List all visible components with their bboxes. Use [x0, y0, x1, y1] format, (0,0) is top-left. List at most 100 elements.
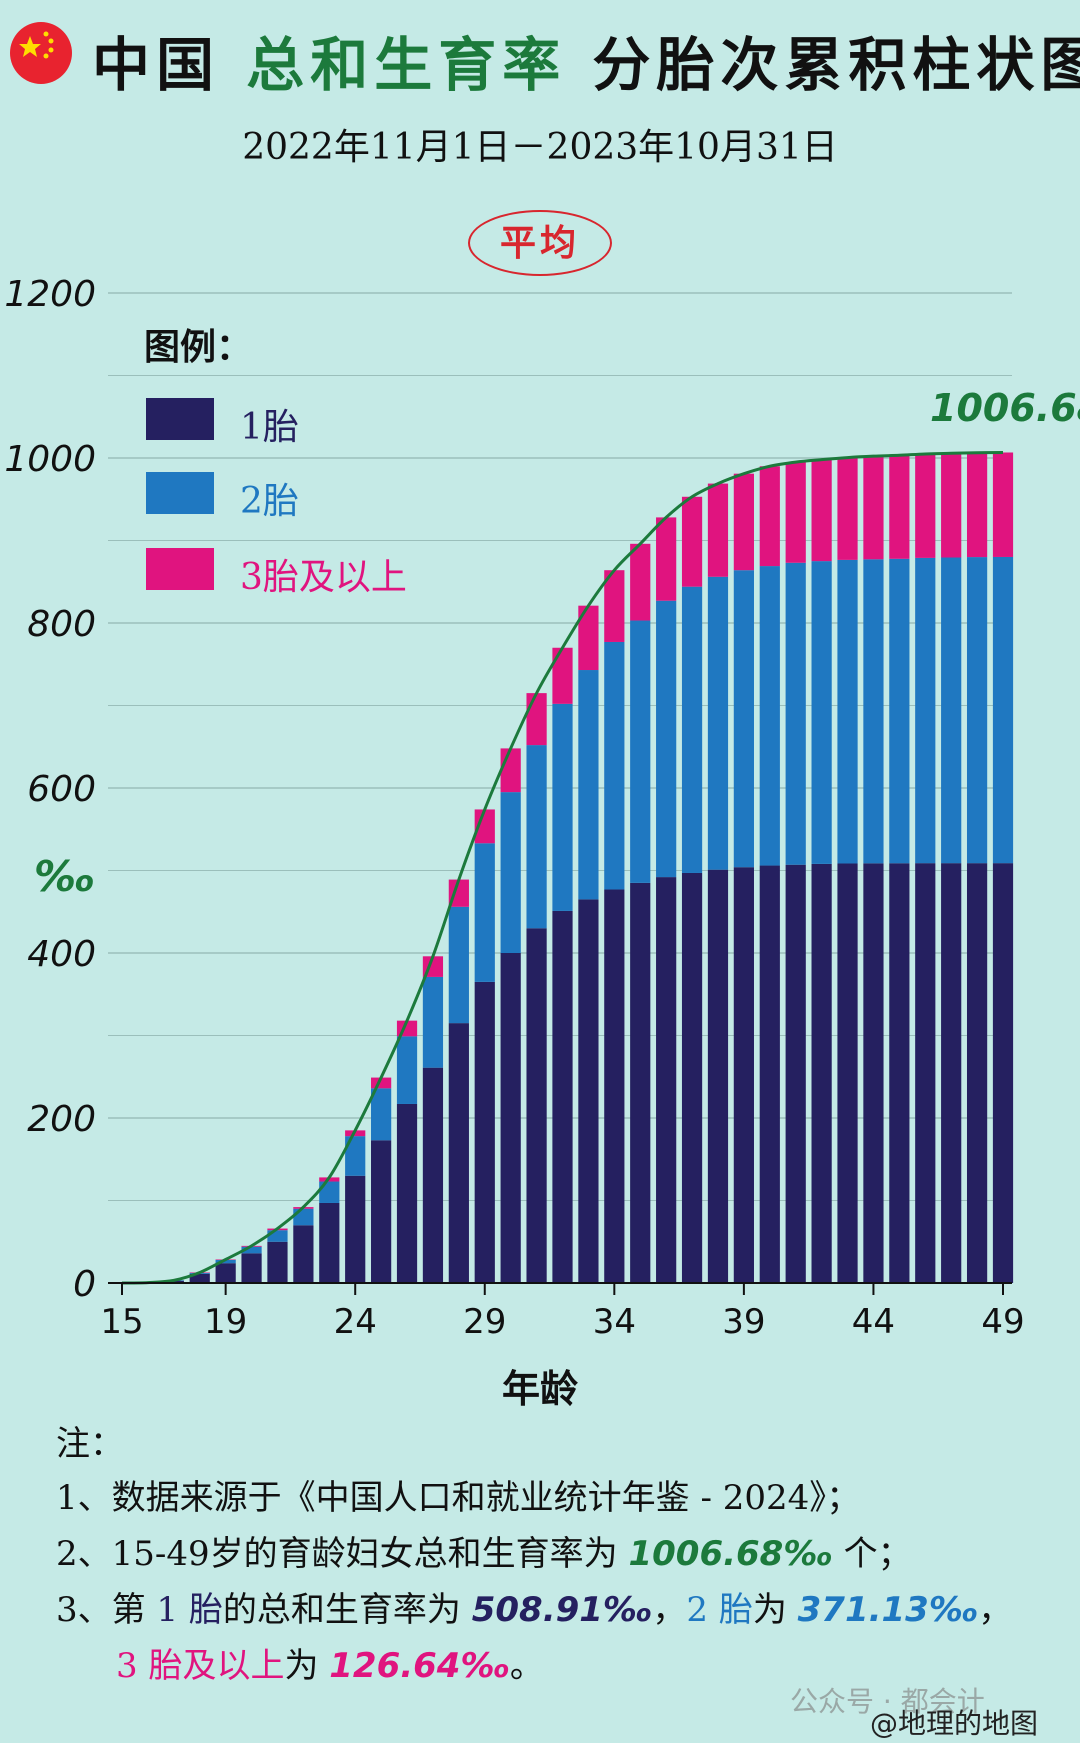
- bar-segment-3rd-plus: [941, 453, 962, 558]
- bar-segment-2nd: [578, 670, 599, 900]
- bar-segment-2nd: [552, 703, 573, 911]
- bar-segment-3rd-plus: [371, 1077, 392, 1089]
- bar-segment-3rd-plus: [500, 748, 521, 793]
- bar-segment-3rd-plus: [759, 466, 780, 567]
- note3-text-1: 的总和生育率为: [222, 1590, 472, 1630]
- bar-segment-1st: [889, 863, 910, 1283]
- bar-segment-1st: [345, 1175, 366, 1283]
- bar-segment-1st: [500, 953, 521, 1283]
- note-by-order: 3、第 1 胎的总和生育率为 508.91‰，2 胎为 371.13‰，: [56, 1582, 1012, 1631]
- bar-segment-1st: [448, 1023, 469, 1283]
- note3-first-value: 508.91‰: [471, 1590, 653, 1630]
- bar-segment-2nd: [215, 1259, 236, 1264]
- y-axis-ticks: 0 200 400 600 800 1000 1200: [4, 274, 96, 1305]
- y-tick-label: 1200: [4, 274, 96, 315]
- bar-segment-2nd: [707, 576, 729, 870]
- bar-segment-1st: [837, 863, 858, 1283]
- bar-segment-1st: [215, 1263, 236, 1283]
- bar-segment-2nd: [630, 620, 651, 883]
- bar-segment-2nd: [474, 843, 495, 982]
- bar-segment-2nd: [656, 600, 677, 878]
- x-tick-label: 29: [463, 1302, 506, 1342]
- bar-segment-3rd-plus: [656, 517, 677, 601]
- x-tick-label: 24: [334, 1302, 377, 1342]
- bar-segment-3rd-plus: [448, 879, 469, 907]
- note2-total-value: 1006.68‰: [628, 1534, 833, 1574]
- y-tick-label: 600: [27, 769, 96, 810]
- bar-segment-2nd: [992, 556, 1014, 864]
- bar-segment-2nd: [319, 1181, 340, 1203]
- title-prefix: 中国: [92, 31, 247, 99]
- x-axis-title: 年龄: [501, 1366, 578, 1411]
- legend-title: 图例：: [144, 326, 253, 368]
- y-tick-label: 0: [73, 1264, 96, 1305]
- bar-segment-3rd-plus: [630, 543, 651, 621]
- x-axis: 15 19 24 29 34 39 44 49: [100, 1282, 1025, 1342]
- bar-segment-1st: [941, 863, 962, 1283]
- x-tick-label: 49: [981, 1302, 1024, 1342]
- bar-segment-3rd-plus: [863, 456, 884, 560]
- bar-segment-1st: [396, 1103, 418, 1283]
- bar-segment-1st: [992, 863, 1014, 1283]
- note3-prefix: 3、第: [56, 1590, 157, 1630]
- bars: [137, 452, 1014, 1284]
- x-tick-label: 34: [593, 1302, 636, 1342]
- bar-segment-3rd-plus: [966, 452, 988, 558]
- watermark-account: 公众号 · 都会计: [790, 1685, 985, 1718]
- bar-segment-2nd: [371, 1088, 392, 1141]
- bar-segment-2nd: [448, 906, 469, 1024]
- note4-third-value: 126.64‰: [329, 1646, 510, 1686]
- bar-segment-3rd-plus: [707, 483, 729, 577]
- bar-segment-3rd-plus: [785, 462, 806, 563]
- bar-segment-3rd-plus: [915, 453, 936, 558]
- bar-segment-2nd: [889, 558, 910, 864]
- y-tick-label: 1000: [4, 439, 96, 480]
- bar-segment-2nd: [604, 641, 625, 890]
- date-range-subtitle: 2022年11月1日－2023年10月31日: [242, 127, 838, 168]
- bar-segment-3rd-plus: [474, 809, 495, 844]
- bar-segment-1st: [319, 1202, 340, 1283]
- bar-segment-3rd-plus: [526, 693, 547, 746]
- note4-end: 。: [509, 1646, 544, 1686]
- bar-segment-2nd: [941, 557, 962, 864]
- bar-segment-1st: [966, 863, 988, 1283]
- x-tick-label: 15: [100, 1302, 143, 1342]
- note4-text: 为: [284, 1646, 330, 1686]
- note3-second-value: 371.13‰: [797, 1590, 979, 1630]
- cumulative-curve: [121, 450, 1004, 1285]
- note-source: 1、数据来源于《中国人口和就业统计年鉴 - 2024》；: [56, 1478, 861, 1518]
- bar-segment-2nd: [759, 566, 780, 866]
- bar-segment-2nd: [526, 745, 547, 929]
- x-tick-label: 39: [722, 1302, 765, 1342]
- note2-prefix: 2、15-49岁的育龄妇女总和生育率为: [56, 1534, 629, 1574]
- bar-segment-1st: [630, 882, 651, 1283]
- bar-segment-3rd-plus: [837, 457, 858, 560]
- average-badge: 平均: [468, 210, 612, 276]
- note4-third-order: 3 胎及以上: [116, 1646, 285, 1686]
- bar-segment-2nd: [811, 561, 832, 864]
- y-tick-label: 800: [27, 604, 96, 645]
- y-tick-label: 400: [27, 934, 96, 975]
- bar-segment-2nd: [293, 1208, 314, 1226]
- note-third-plus: 3 胎及以上为 126.64‰。: [116, 1638, 544, 1687]
- bar-segment-3rd-plus: [681, 496, 703, 587]
- bar-segment-1st: [811, 863, 832, 1283]
- bar-segment-2nd: [396, 1036, 418, 1104]
- legend-label-2nd: 2胎: [240, 481, 299, 522]
- bar-segment-1st: [422, 1067, 444, 1283]
- bar-segment-1st: [681, 872, 703, 1283]
- watermark-handle: @地理的地图: [870, 1707, 1039, 1740]
- bar-segment-1st: [241, 1253, 262, 1283]
- bar-segment-3rd-plus: [889, 455, 910, 559]
- y-tick-label: 200: [27, 1099, 96, 1140]
- note3-text-2: 为: [752, 1590, 798, 1630]
- bar-segment-1st: [863, 863, 884, 1283]
- notes-heading: 注：: [56, 1424, 124, 1464]
- bar-segment-2nd: [915, 557, 936, 864]
- x-tick-label: 19: [204, 1302, 247, 1342]
- bar-segment-2nd: [422, 976, 444, 1068]
- bar-segment-2nd: [345, 1136, 366, 1176]
- bar-segment-2nd: [500, 792, 521, 953]
- bar-segment-3rd-plus: [578, 605, 599, 671]
- note3-sep: ，: [652, 1590, 687, 1630]
